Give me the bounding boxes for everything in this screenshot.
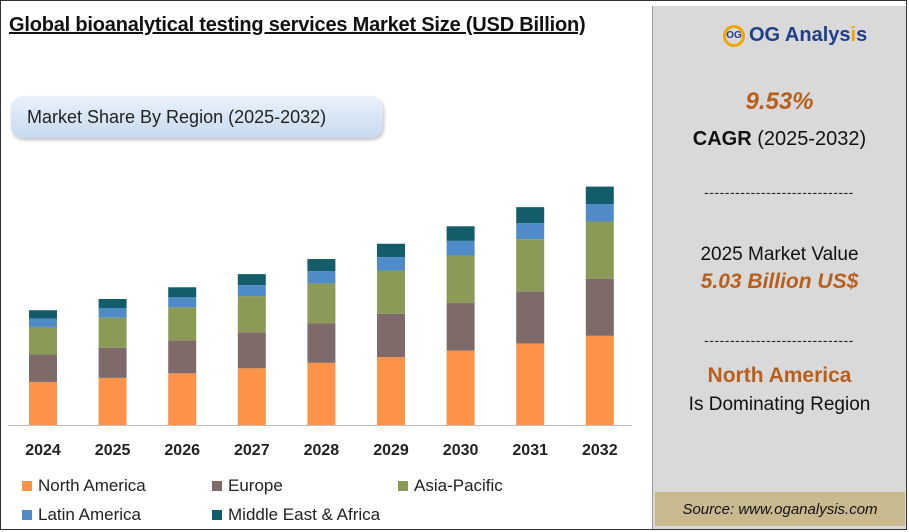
market-value-label: 2025 Market Value xyxy=(700,244,859,265)
bar-2030-europe xyxy=(446,303,475,351)
og-analysis-logo: OG OG Analysis xyxy=(723,24,867,47)
bar-2025-middle-east-africa xyxy=(98,298,127,309)
legend-swatch-asia-pacific xyxy=(398,481,408,491)
bar-2024-europe xyxy=(29,354,57,382)
x-tick-label-2030: 2030 xyxy=(443,442,479,459)
cagr-value: 9.53% xyxy=(745,88,814,115)
legend-swatch-europe xyxy=(212,481,222,491)
bar-2028-latin-america xyxy=(307,271,336,284)
source-credit: Source: www.oganalysis.com xyxy=(655,492,905,526)
legend-swatch-latin-america xyxy=(22,510,32,520)
divider-top: ----------------------------- xyxy=(704,184,854,200)
dominating-label: Is Dominating Region xyxy=(688,394,871,415)
cagr-label: CAGR (2025-2032) xyxy=(692,128,867,150)
bar-2031-north-america xyxy=(516,343,545,425)
bar-2026-north-america xyxy=(168,373,197,425)
x-tick-label-2029: 2029 xyxy=(373,442,409,459)
legend-label-middle-east-africa: Middle East & Africa xyxy=(228,505,381,524)
bar-2032-north-america xyxy=(585,335,614,425)
x-tick-label-2024: 2024 xyxy=(25,442,61,459)
bar-2030-asia-pacific xyxy=(446,255,475,304)
x-tick-label-2031: 2031 xyxy=(512,442,548,459)
market-value: 5.03 Billion US$ xyxy=(700,270,859,293)
x-tick-label-2027: 2027 xyxy=(234,442,270,459)
bar-2027-europe xyxy=(237,332,266,369)
bar-2028-north-america xyxy=(307,362,336,425)
bar-2029-asia-pacific xyxy=(377,270,405,314)
subtitle-text: Market Share By Region (2025-2032) xyxy=(27,106,327,127)
bar-2024-latin-america xyxy=(29,318,57,327)
bar-2027-north-america xyxy=(237,368,266,425)
legend-item-europe: Europe xyxy=(212,476,283,496)
bar-2031-middle-east-africa xyxy=(516,207,545,224)
bar-2028-asia-pacific xyxy=(307,283,336,324)
bar-2029-europe xyxy=(377,313,405,358)
logo-text: OG Analysis xyxy=(749,24,868,46)
bar-2032-latin-america xyxy=(585,204,614,222)
legend-swatch-north-america xyxy=(22,481,32,491)
bar-2032-middle-east-africa xyxy=(585,186,614,205)
bar-2027-asia-pacific xyxy=(237,296,266,333)
bar-2025-asia-pacific xyxy=(98,317,127,348)
chart-title: Global bioanalytical testing services Ma… xyxy=(9,14,586,36)
x-tick-label-2026: 2026 xyxy=(164,442,200,459)
og-logo-icon: OG xyxy=(723,24,745,47)
bar-2032-asia-pacific xyxy=(585,221,614,279)
x-tick-label-2032: 2032 xyxy=(582,442,618,459)
bar-2031-europe xyxy=(516,291,545,344)
x-tick-label-2025: 2025 xyxy=(95,442,131,459)
legend-item-middle-east-africa: Middle East & Africa xyxy=(212,505,380,525)
bar-2030-north-america xyxy=(446,350,475,425)
bar-2025-europe xyxy=(98,347,127,378)
legend-item-asia-pacific: Asia-Pacific xyxy=(398,476,503,496)
legend-label-europe: Europe xyxy=(228,476,283,495)
bar-2028-europe xyxy=(307,323,336,363)
bar-2024-asia-pacific xyxy=(29,326,57,355)
bar-2028-middle-east-africa xyxy=(307,259,336,272)
summary-panel: OG OG Analysis 9.53% CAGR (2025-2032) --… xyxy=(652,6,906,529)
bar-2025-north-america xyxy=(98,377,127,425)
subtitle-banner: Market Share By Region (2025-2032) xyxy=(11,96,383,138)
bar-2029-north-america xyxy=(377,357,405,425)
bar-2026-asia-pacific xyxy=(168,307,197,341)
bar-2031-latin-america xyxy=(516,223,545,240)
bar-2026-middle-east-africa xyxy=(168,287,197,298)
legend-label-north-america: North America xyxy=(38,476,146,495)
bar-2026-europe xyxy=(168,340,197,374)
bar-2032-europe xyxy=(585,278,614,336)
legend-label-asia-pacific: Asia-Pacific xyxy=(414,476,503,495)
bar-2031-asia-pacific xyxy=(516,239,545,292)
bar-2027-latin-america xyxy=(237,285,266,297)
bar-2025-latin-america xyxy=(98,308,127,318)
legend-item-north-america: North America xyxy=(22,476,146,496)
bar-2030-middle-east-africa xyxy=(446,226,475,241)
divider-bottom: ----------------------------- xyxy=(704,332,854,348)
chart-legend: North America Europe Asia-Pacific Latin … xyxy=(0,470,640,530)
bar-2026-latin-america xyxy=(168,297,197,308)
dominating-region: North America xyxy=(707,364,852,387)
bar-2029-latin-america xyxy=(377,257,405,271)
x-tick-label-2028: 2028 xyxy=(304,442,340,459)
legend-label-latin-america: Latin America xyxy=(38,505,141,524)
bar-2027-middle-east-africa xyxy=(237,274,266,286)
bar-2024-middle-east-africa xyxy=(29,310,57,319)
stacked-bar-chart: 2024 2025 2026 2027 2028 2029 2030 2031 2032 xyxy=(8,186,632,459)
legend-swatch-middle-east-africa xyxy=(212,510,222,520)
bar-2030-latin-america xyxy=(446,240,475,256)
bar-2029-middle-east-africa xyxy=(377,243,405,258)
legend-item-latin-america: Latin America xyxy=(22,505,141,525)
bar-2024-north-america xyxy=(29,381,57,425)
